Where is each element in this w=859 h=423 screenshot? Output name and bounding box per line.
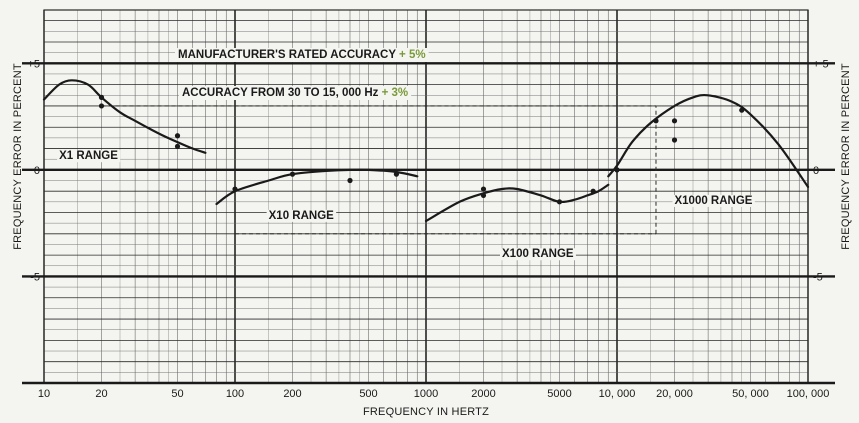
x-tick-label: 200 bbox=[283, 388, 301, 400]
rated-accuracy-annotation-text: MANUFACTURER'S RATED ACCURACY + 5% bbox=[178, 49, 426, 61]
data-point bbox=[614, 167, 620, 173]
accuracy-range-annotation-text: ACCURACY FROM 30 TO 15, 000 Hz + 3% bbox=[182, 87, 408, 99]
data-points bbox=[98, 94, 745, 205]
labels: 10 20 50 100 200 500 1000 2000 5000 10, 000 20, 00… bbox=[12, 48, 852, 418]
series-line-x10-range bbox=[215, 168, 419, 206]
y-axis-title-right: FREQUENCY ERROR IN PERCENT bbox=[840, 63, 852, 250]
range-label-text: X10 RANGE bbox=[269, 210, 335, 222]
accuracy-range-annotation-label: ACCURACY FROM 30 TO 15, 000 Hz bbox=[182, 87, 382, 99]
x-tick-label: 2000 bbox=[471, 388, 495, 400]
y-tick-label-left: 0 bbox=[34, 165, 40, 177]
x-tick-label: 100 bbox=[226, 388, 244, 400]
accuracy-range-annotation: ACCURACY FROM 30 TO 15, 000 Hz + 3% bbox=[179, 86, 412, 100]
rated-accuracy-annotation-label: MANUFACTURER'S RATED ACCURACY bbox=[178, 49, 399, 61]
data-point bbox=[232, 186, 238, 192]
x-tick-label: 500 bbox=[359, 388, 377, 400]
y-tick-label-right: 0 bbox=[813, 165, 819, 177]
data-point bbox=[174, 133, 181, 139]
data-point bbox=[347, 177, 353, 184]
x-tick-label: 20, 000 bbox=[656, 388, 693, 400]
range-label: X1000 RANGE bbox=[672, 194, 755, 207]
y-tick-label-right: -5 bbox=[813, 271, 823, 283]
range-label: X100 RANGE bbox=[500, 248, 576, 261]
rated-accuracy-annotation-value: + 5% bbox=[399, 49, 426, 61]
data-point bbox=[393, 171, 400, 177]
series-line-x1-range bbox=[42, 79, 207, 154]
x-tick-label: 10 bbox=[38, 388, 50, 400]
x-tick-label: 50, 000 bbox=[732, 388, 769, 400]
range-label-background bbox=[266, 209, 337, 222]
range-label-text: X100 RANGE bbox=[502, 248, 574, 260]
y-axis-title-left: FREQUENCY ERROR IN PERCENT bbox=[12, 63, 24, 250]
series-line-x1000-range bbox=[607, 93, 810, 188]
range-label: X10 RANGE bbox=[266, 209, 337, 222]
curves bbox=[42, 79, 810, 223]
y-tick-label-right: + 5 bbox=[813, 58, 829, 70]
range-label-background bbox=[672, 194, 755, 207]
data-point bbox=[98, 103, 105, 109]
series-line-x100-range bbox=[424, 183, 610, 223]
x-tick-label: 5000 bbox=[547, 388, 571, 400]
rated-accuracy-annotation-background bbox=[175, 48, 429, 62]
x-tick-label: 100, 000 bbox=[787, 388, 830, 400]
data-point bbox=[590, 188, 596, 194]
data-point bbox=[174, 143, 181, 150]
range-label-background bbox=[57, 150, 121, 163]
x-tick-label: 1000 bbox=[414, 388, 438, 400]
data-point bbox=[653, 118, 659, 124]
data-point bbox=[480, 186, 487, 192]
data-point bbox=[98, 94, 105, 100]
y-tick-label-left: +5 bbox=[27, 58, 40, 70]
data-point bbox=[556, 199, 563, 205]
x-tick-label: 10, 000 bbox=[599, 388, 636, 400]
x-tick-label: 20 bbox=[95, 388, 107, 400]
rated-accuracy-annotation: MANUFACTURER'S RATED ACCURACY + 5% bbox=[175, 48, 429, 62]
range-label-text: X1 RANGE bbox=[59, 150, 118, 162]
range-label-text: X1000 RANGE bbox=[674, 195, 752, 207]
accuracy-range-annotation-value: + 3% bbox=[382, 87, 409, 99]
range-label-background bbox=[500, 248, 576, 261]
reference-lines bbox=[22, 62, 835, 385]
data-point bbox=[671, 118, 678, 124]
y-tick-label-left: -5 bbox=[30, 271, 40, 283]
data-point bbox=[480, 192, 487, 199]
data-point bbox=[289, 171, 296, 177]
x-tick-label: 50 bbox=[171, 388, 183, 400]
accuracy-range-annotation-background bbox=[179, 86, 412, 100]
range-label: X1 RANGE bbox=[57, 150, 121, 163]
data-point bbox=[671, 137, 678, 143]
data-point bbox=[739, 107, 745, 113]
x-axis-title: FREQUENCY IN HERTZ bbox=[363, 406, 489, 418]
